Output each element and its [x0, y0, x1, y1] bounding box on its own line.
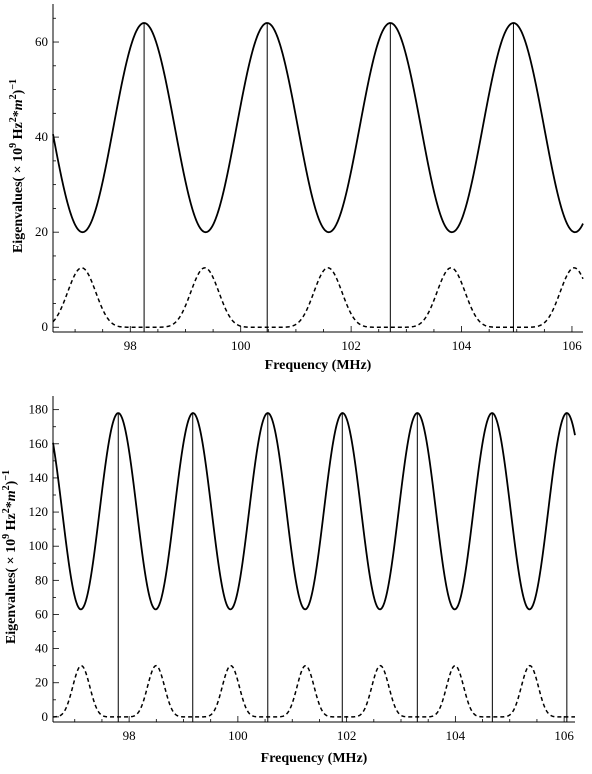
y-axis-title-part: 2 [1, 508, 12, 513]
y-tick-label: 60 [35, 606, 48, 621]
y-tick-label: 120 [29, 504, 49, 519]
y-axis-title-part: 9 [8, 143, 19, 148]
x-tick-label: 100 [228, 728, 248, 743]
y-tick-label: 20 [35, 224, 48, 239]
y-axis-title-part: * [11, 110, 26, 117]
x-tick-label: 98 [123, 728, 136, 743]
series-line-dashed [52, 267, 584, 328]
series-line-dashed [52, 664, 576, 718]
y-tick-label: 60 [35, 34, 48, 49]
series-line-solid [52, 412, 576, 611]
y-tick-label: 80 [35, 572, 48, 587]
y-tick-label: 180 [29, 402, 49, 417]
y-tick-label: 20 [35, 675, 48, 690]
y-axis-title-part: 2 [8, 94, 19, 99]
x-axis-title: Frequency (MHz) [261, 751, 368, 766]
y-axis-title-part: Hz [4, 513, 19, 534]
y-axis-title-part: −1 [1, 470, 12, 481]
y-tick-label: 100 [29, 538, 49, 553]
y-axis-title-part: Hz [11, 122, 26, 143]
x-axis-title: Frequency (MHz) [265, 358, 372, 373]
series-line-solid [52, 22, 584, 234]
y-axis-title-part: −1 [8, 79, 19, 90]
chart-panel-1: 98 100 102 104 106 0 20 40 60 Frequency (MHz) Eige… [8, 4, 584, 373]
x-tick-label: 102 [341, 338, 361, 353]
x-tick-label: 104 [446, 728, 466, 743]
y-axis-title: Eigenvalues( × 109 Hz2*m2)−1 [8, 79, 26, 253]
y-axis-title-part: 2 [8, 117, 19, 122]
y-tick-label: 0 [42, 709, 49, 724]
y-axis-title-part: Eigenvalues( × 10 [11, 148, 26, 253]
y-tick-label: 0 [42, 319, 49, 334]
y-tick-label: 40 [35, 129, 48, 144]
x-tick-label: 102 [337, 728, 357, 743]
y-axis-title-part: ) [4, 480, 19, 485]
y-axis-title-part: * [4, 501, 19, 508]
y-tick-label: 40 [35, 641, 48, 656]
y-tick-label: 140 [29, 470, 49, 485]
x-tick-label: 104 [452, 338, 472, 353]
x-tick-label: 106 [562, 338, 582, 353]
chart-panel-2: 98 100 102 104 106 0 20 40 60 80 100 120 140 160 180 Fr… [1, 396, 576, 766]
x-tick-label: 100 [231, 338, 251, 353]
y-axis-title-part: m [11, 99, 26, 110]
x-tick-label: 98 [124, 338, 137, 353]
y-tick-label: 160 [29, 436, 49, 451]
y-axis-title-part: Eigenvalues( × 10 [4, 539, 19, 644]
y-axis-title-part: ) [11, 89, 26, 94]
x-tick-label: 106 [554, 728, 574, 743]
y-axis-title-part: 9 [1, 534, 12, 539]
y-axis-title-part: 2 [1, 485, 12, 490]
y-axis-title-part: m [4, 490, 19, 501]
y-axis-title: Eigenvalues( × 109 Hz2*m2)−1 [1, 470, 19, 644]
